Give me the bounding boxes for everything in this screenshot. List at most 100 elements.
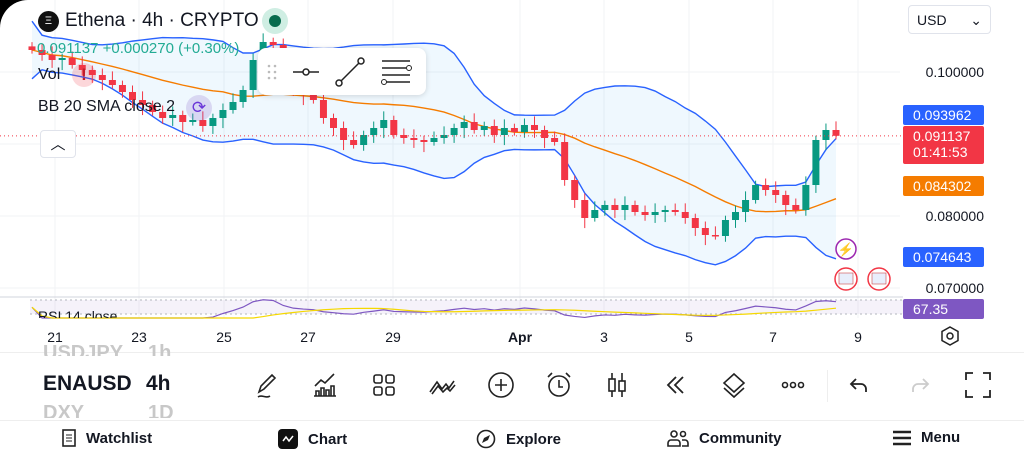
symbol-current[interactable]: ENAUSD bbox=[43, 372, 132, 395]
bar-countdown: 01:41:53 bbox=[913, 144, 968, 160]
candle-body bbox=[269, 41, 277, 45]
candle-body bbox=[460, 121, 468, 129]
chart-settings-icon[interactable] bbox=[940, 326, 960, 346]
rsi-band bbox=[30, 300, 903, 314]
nav-watchlist[interactable]: Watchlist bbox=[62, 429, 152, 447]
warning-icon[interactable]: ! bbox=[72, 63, 96, 87]
candle-body bbox=[78, 65, 86, 70]
rsi-label[interactable]: RSI 14 close bbox=[38, 308, 118, 318]
nav-label: Watchlist bbox=[86, 429, 153, 447]
more-icon bbox=[781, 381, 805, 389]
candle-body bbox=[88, 69, 96, 76]
layers-button[interactable] bbox=[719, 370, 749, 400]
add-button[interactable] bbox=[486, 370, 516, 400]
candle-body bbox=[531, 124, 538, 131]
candle-body bbox=[129, 92, 136, 101]
drag-handle-icon[interactable] bbox=[266, 62, 278, 82]
menu-icon bbox=[893, 430, 911, 445]
pencil-icon bbox=[257, 373, 277, 398]
replay-button[interactable] bbox=[661, 370, 691, 400]
candle-body bbox=[510, 128, 518, 132]
candle-body bbox=[480, 126, 488, 131]
candles-button[interactable] bbox=[602, 370, 632, 400]
redo-button[interactable] bbox=[904, 370, 934, 400]
candle-body bbox=[671, 210, 679, 212]
candle-body bbox=[430, 138, 438, 142]
bottom-nav: Watchlist Chart Explore Community Menu bbox=[0, 420, 1024, 461]
candle-body bbox=[591, 210, 599, 219]
redo-icon bbox=[912, 378, 930, 392]
bollinger-basis-line bbox=[31, 49, 837, 213]
drawing-toolbar bbox=[258, 48, 426, 95]
nav-menu[interactable]: Menu bbox=[893, 429, 960, 446]
bb-indicator-label[interactable]: BB 20 SMA close 2 bbox=[38, 98, 175, 115]
nav-explore[interactable]: Explore bbox=[476, 429, 561, 449]
candle-body bbox=[641, 211, 649, 215]
horizontal-ray-icon[interactable] bbox=[292, 62, 320, 82]
candle-body bbox=[561, 141, 569, 180]
loading-icon: ⟳ bbox=[186, 95, 212, 121]
candle-body bbox=[691, 218, 699, 229]
symbol-prev[interactable]: USDJPY bbox=[43, 342, 124, 356]
price-chart[interactable]: ⚡ bbox=[0, 0, 1024, 355]
candles-icon bbox=[608, 373, 626, 397]
candle-body bbox=[812, 139, 820, 185]
candle-body bbox=[651, 211, 659, 215]
candle-body bbox=[551, 138, 559, 142]
tf-prev[interactable]: 1h bbox=[148, 342, 172, 356]
symbol-legend[interactable]: Ξ Ethena · 4h · CRYPTO bbox=[38, 10, 259, 32]
divider bbox=[0, 352, 1024, 353]
vol-indicator-label[interactable]: Vol bbox=[38, 66, 61, 83]
candle-body bbox=[179, 114, 187, 122]
candle-body bbox=[219, 110, 227, 119]
pencil-button[interactable] bbox=[253, 370, 283, 400]
earnings-event-icon bbox=[835, 238, 857, 260]
candle-body bbox=[390, 120, 398, 135]
chevron-down-icon: ⌄ bbox=[970, 12, 982, 28]
indicators-button[interactable] bbox=[310, 370, 340, 400]
upper-band-tag: 0.093962 bbox=[903, 105, 984, 125]
compare-button[interactable] bbox=[427, 370, 457, 400]
nav-community[interactable]: Community bbox=[667, 429, 782, 447]
community-icon bbox=[667, 430, 689, 447]
candle-body bbox=[701, 228, 709, 236]
candle-body bbox=[239, 90, 247, 103]
candle-body bbox=[28, 46, 36, 50]
symbol-next[interactable]: DXY bbox=[43, 402, 85, 418]
price-axis-label: 0.100000 bbox=[925, 64, 984, 80]
nav-chart[interactable]: Chart bbox=[278, 429, 347, 449]
candle-body bbox=[711, 235, 719, 237]
symbol-title: Ethena · 4h · CRYPTO bbox=[65, 10, 259, 31]
candle-body bbox=[742, 200, 750, 212]
fullscreen-button[interactable] bbox=[963, 370, 993, 400]
timeframe-current[interactable]: 4h bbox=[146, 372, 171, 395]
candle-body bbox=[581, 200, 589, 219]
chart-icon bbox=[278, 429, 298, 449]
more-button[interactable] bbox=[778, 370, 808, 400]
fib-lines-icon[interactable] bbox=[380, 56, 412, 88]
undo-icon bbox=[849, 378, 867, 392]
indicators-icon bbox=[314, 373, 336, 397]
watchlist-icon bbox=[62, 429, 76, 447]
undo-button[interactable] bbox=[845, 370, 875, 400]
candle-body bbox=[229, 102, 237, 111]
alert-button[interactable] bbox=[544, 370, 574, 400]
flag-icon bbox=[871, 272, 887, 285]
candle-body bbox=[159, 112, 167, 119]
compass-icon bbox=[476, 429, 496, 449]
candle-body bbox=[500, 128, 508, 135]
price-axis-label: 0.070000 bbox=[925, 280, 984, 296]
lower-band-tag: 0.074643 bbox=[903, 247, 984, 267]
x-axis-label: 7 bbox=[769, 329, 777, 345]
templates-button[interactable] bbox=[369, 370, 399, 400]
tf-next[interactable]: 1D bbox=[148, 402, 174, 418]
candle-body bbox=[611, 204, 619, 211]
price-change: 0.091137 +0.000270 (+0.30%) bbox=[37, 40, 240, 57]
last-price: 0.091137 bbox=[913, 128, 971, 144]
price-axis-label: 0.080000 bbox=[925, 208, 984, 224]
trend-line-icon[interactable] bbox=[334, 56, 366, 88]
nav-label: Chart bbox=[308, 430, 348, 448]
candle-body bbox=[420, 139, 428, 142]
collapse-legend-button[interactable]: ︿ bbox=[40, 130, 76, 158]
currency-select[interactable]: USD ⌄ bbox=[908, 5, 991, 34]
